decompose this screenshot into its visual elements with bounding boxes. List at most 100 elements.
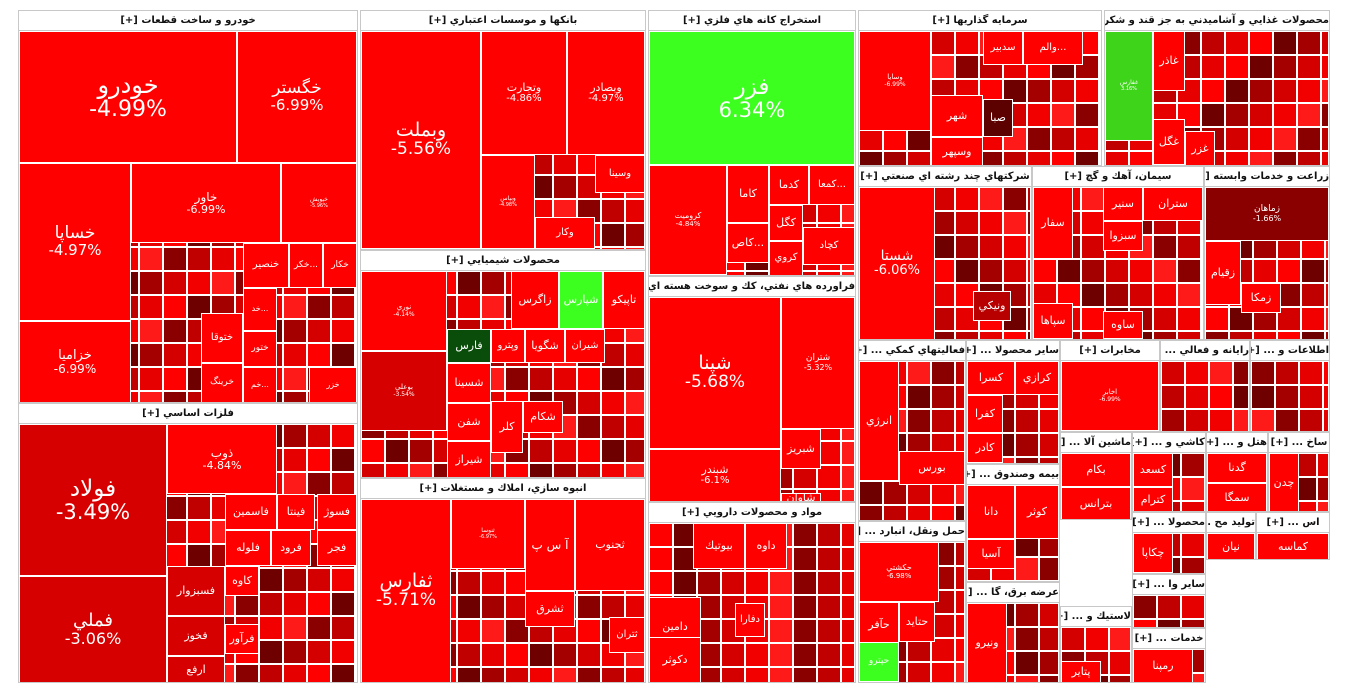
small-stock-cell[interactable] xyxy=(601,595,625,619)
stock-cell[interactable]: كسرا xyxy=(967,361,1015,395)
small-stock-cell[interactable] xyxy=(745,667,769,682)
small-stock-cell[interactable] xyxy=(307,343,331,367)
small-stock-cell[interactable] xyxy=(331,568,355,592)
stock-cell[interactable]: خاور -6.99% xyxy=(131,163,281,243)
small-stock-cell[interactable] xyxy=(1273,55,1297,79)
stock-cell[interactable]: حتايد xyxy=(899,602,935,642)
small-stock-cell[interactable] xyxy=(481,295,505,319)
small-stock-cell[interactable] xyxy=(955,187,979,211)
small-stock-cell[interactable] xyxy=(1109,651,1131,675)
small-stock-cell[interactable] xyxy=(211,271,235,295)
small-stock-cell[interactable] xyxy=(1161,361,1185,385)
small-stock-cell[interactable] xyxy=(307,295,331,319)
small-stock-cell[interactable] xyxy=(793,523,817,547)
stock-cell[interactable]: زاگرس xyxy=(511,271,559,329)
small-stock-cell[interactable] xyxy=(817,595,841,619)
small-stock-cell[interactable] xyxy=(1153,307,1177,331)
stock-cell[interactable]: وسينا xyxy=(595,155,645,193)
small-stock-cell[interactable] xyxy=(331,640,355,664)
small-stock-cell[interactable] xyxy=(577,415,601,439)
stock-cell[interactable]: خزامیا -6.99% xyxy=(19,321,131,402)
stock-cell[interactable]: كدما xyxy=(769,165,809,205)
small-stock-cell[interactable] xyxy=(1015,627,1039,651)
small-stock-cell[interactable] xyxy=(601,367,625,391)
stock-cell[interactable]: بوعلي -3.54% xyxy=(361,351,447,431)
stock-cell[interactable]: كادر xyxy=(967,433,1003,463)
stock-cell[interactable]: تاپيكو xyxy=(603,271,645,329)
stock-cell[interactable]: آسيا xyxy=(967,539,1015,569)
small-stock-cell[interactable] xyxy=(601,247,625,249)
stock-cell[interactable]: شبريز xyxy=(781,429,821,469)
small-stock-cell[interactable] xyxy=(721,667,745,682)
small-stock-cell[interactable] xyxy=(1051,127,1075,151)
small-stock-cell[interactable] xyxy=(1027,307,1031,331)
stock-cell[interactable]: ختوقا xyxy=(201,313,243,363)
small-stock-cell[interactable] xyxy=(1157,619,1181,627)
small-stock-cell[interactable] xyxy=(1251,385,1275,409)
stock-cell[interactable]: خنصير xyxy=(243,243,289,288)
small-stock-cell[interactable] xyxy=(601,415,625,439)
small-stock-cell[interactable] xyxy=(1273,31,1297,55)
stock-cell[interactable]: بيوتيك xyxy=(693,523,745,569)
small-stock-cell[interactable] xyxy=(1099,151,1101,165)
small-stock-cell[interactable] xyxy=(283,424,307,448)
stock-cell[interactable]: دفارا xyxy=(735,603,765,637)
small-stock-cell[interactable] xyxy=(283,295,307,319)
small-stock-cell[interactable] xyxy=(1251,409,1275,431)
small-stock-cell[interactable] xyxy=(1321,127,1329,151)
small-stock-cell[interactable] xyxy=(1099,127,1101,151)
small-stock-cell[interactable] xyxy=(1177,259,1201,283)
small-stock-cell[interactable] xyxy=(979,331,1003,339)
sector-title[interactable]: سيمان، آهك و گچ [+] xyxy=(1033,167,1203,187)
small-stock-cell[interactable] xyxy=(1081,211,1105,235)
stock-cell[interactable]: خد... xyxy=(243,288,277,331)
small-stock-cell[interactable] xyxy=(1201,79,1225,103)
small-stock-cell[interactable] xyxy=(1027,127,1051,151)
small-stock-cell[interactable] xyxy=(259,592,283,616)
small-stock-cell[interactable] xyxy=(1299,385,1323,409)
small-stock-cell[interactable] xyxy=(1299,361,1323,385)
small-stock-cell[interactable] xyxy=(793,619,817,643)
stock-cell[interactable]: سفار xyxy=(1033,187,1073,259)
small-stock-cell[interactable] xyxy=(1233,385,1249,409)
small-stock-cell[interactable] xyxy=(307,616,331,640)
small-stock-cell[interactable] xyxy=(1321,79,1329,103)
stock-cell[interactable]: بترانس xyxy=(1061,487,1131,519)
small-stock-cell[interactable] xyxy=(1201,55,1225,79)
small-stock-cell[interactable] xyxy=(283,472,307,496)
small-stock-cell[interactable] xyxy=(907,505,931,520)
stock-cell[interactable]: وبپاس -4.98% xyxy=(481,155,535,249)
small-stock-cell[interactable] xyxy=(1325,259,1329,283)
small-stock-cell[interactable] xyxy=(1273,151,1297,165)
small-stock-cell[interactable] xyxy=(1201,283,1203,307)
small-stock-cell[interactable] xyxy=(1301,307,1325,331)
small-stock-cell[interactable] xyxy=(481,643,505,667)
small-stock-cell[interactable] xyxy=(1275,409,1299,431)
small-stock-cell[interactable] xyxy=(139,367,163,391)
small-stock-cell[interactable] xyxy=(841,643,855,667)
small-stock-cell[interactable] xyxy=(361,439,385,463)
small-stock-cell[interactable] xyxy=(1105,259,1129,283)
stock-cell[interactable]: فجر xyxy=(317,530,357,566)
small-stock-cell[interactable] xyxy=(307,319,331,343)
stock-cell[interactable]: خزر xyxy=(309,367,357,402)
small-stock-cell[interactable] xyxy=(187,496,211,520)
small-stock-cell[interactable] xyxy=(1233,409,1249,431)
small-stock-cell[interactable] xyxy=(1181,595,1205,619)
small-stock-cell[interactable] xyxy=(355,664,357,682)
small-stock-cell[interactable] xyxy=(235,664,259,682)
small-stock-cell[interactable] xyxy=(1181,477,1205,501)
small-stock-cell[interactable] xyxy=(1323,361,1329,385)
small-stock-cell[interactable] xyxy=(883,505,907,520)
sector-title[interactable]: شركتهاي چند رشته اي صنعتي [+] xyxy=(859,167,1031,187)
stock-cell[interactable]: وبصادر -4.97% xyxy=(567,31,645,155)
small-stock-cell[interactable] xyxy=(139,391,163,402)
small-stock-cell[interactable] xyxy=(955,566,965,590)
small-stock-cell[interactable] xyxy=(1027,79,1051,103)
stock-cell[interactable]: كترام xyxy=(1133,487,1173,511)
small-stock-cell[interactable] xyxy=(1099,79,1101,103)
stock-cell[interactable]: وسپهر xyxy=(931,137,983,165)
small-stock-cell[interactable] xyxy=(721,643,745,667)
stock-cell[interactable]: ثجنوب xyxy=(575,499,645,591)
small-stock-cell[interactable] xyxy=(1225,127,1249,151)
